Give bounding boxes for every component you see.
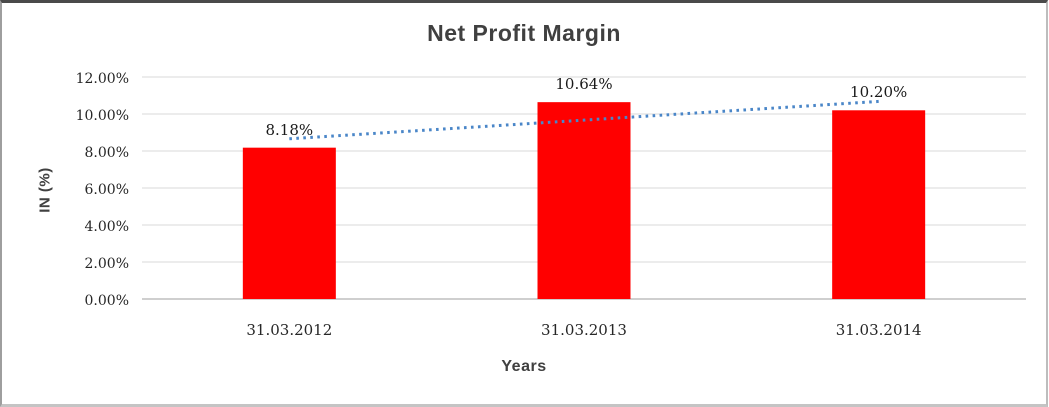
x-tick-label: 31.03.2012 — [246, 321, 333, 339]
bar — [537, 102, 631, 299]
data-label: 8.18% — [265, 120, 314, 139]
bar — [242, 147, 336, 299]
y-tick-label: 2.00% — [84, 256, 129, 272]
trendline — [289, 99, 879, 141]
y-tick-label: 4.00% — [84, 219, 129, 235]
plot-area — [142, 76, 1026, 300]
data-label: 10.64% — [555, 75, 613, 94]
data-label: 10.20% — [850, 83, 908, 102]
y-tick-label: 10.00% — [75, 108, 129, 124]
y-tick-label: 12.00% — [75, 71, 129, 87]
x-tick-label: 31.03.2014 — [835, 321, 922, 339]
bar — [832, 110, 926, 299]
chart-title: Net Profit Margin — [427, 20, 621, 46]
x-tick-label: 31.03.2013 — [541, 321, 627, 339]
x-axis-title: Years — [501, 358, 547, 375]
y-tick-label: 0.00% — [84, 293, 129, 309]
y-tick-label: 6.00% — [84, 182, 129, 198]
y-tick-label: 8.00% — [84, 145, 129, 161]
